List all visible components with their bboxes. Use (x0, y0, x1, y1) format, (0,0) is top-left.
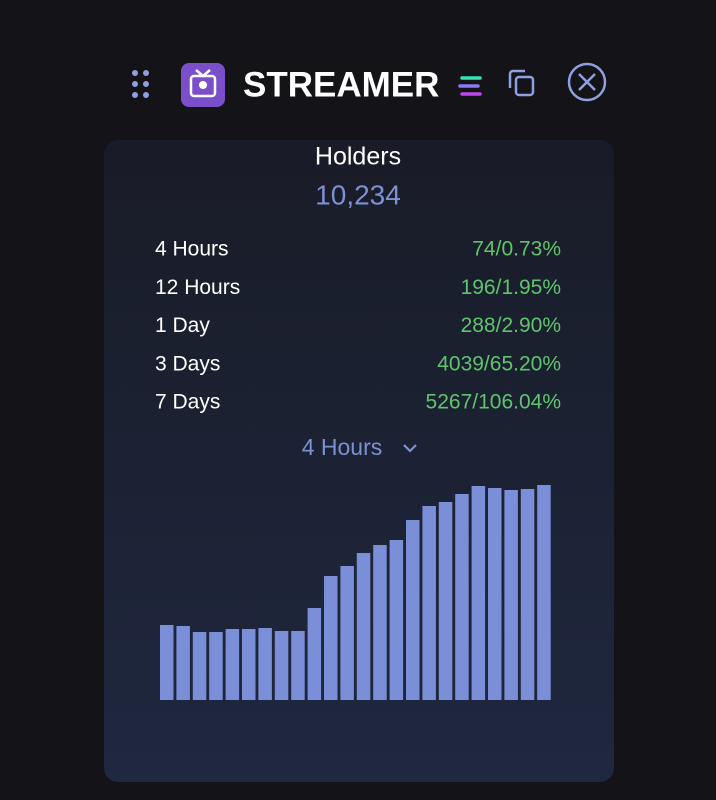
app-icon (181, 63, 225, 107)
chevron (403, 444, 417, 453)
bar (471, 486, 486, 700)
bar-chart (160, 485, 551, 700)
bar (242, 629, 256, 700)
bar (389, 540, 404, 700)
stat-value: 4039/65.20% (437, 352, 561, 375)
copy-button[interactable] (508, 69, 535, 97)
stat-label: 12 Hours (155, 276, 240, 299)
bar (192, 632, 207, 700)
stat-label: 4 Hours (155, 238, 229, 261)
bar (406, 520, 420, 700)
holders-value: 10,234 (315, 179, 401, 210)
bar (422, 506, 436, 700)
bar (373, 545, 387, 700)
bar (504, 490, 518, 700)
bar (455, 494, 469, 700)
bar (291, 631, 305, 700)
bar (176, 626, 190, 700)
bar (209, 632, 223, 700)
bar (356, 553, 371, 700)
stat-value: 288/2.90% (461, 314, 561, 337)
bar (324, 576, 338, 700)
bar (537, 485, 551, 700)
stat-label: 1 Day (155, 314, 210, 337)
holders-label: Holders (315, 143, 401, 171)
bar (160, 625, 174, 700)
chain-icon (458, 76, 482, 96)
bar (225, 629, 240, 700)
stat-value: 5267/106.04% (426, 391, 561, 414)
bar (258, 628, 272, 700)
stat-label: 3 Days (155, 352, 220, 375)
bar (274, 631, 289, 700)
close-button[interactable] (567, 62, 607, 102)
dropdown-label: 4 Hours (302, 434, 383, 460)
timeframe-dropdown[interactable]: 4 Hours (302, 434, 417, 460)
bar (488, 488, 502, 700)
stats: 4 Hours 74/0.73% 12 Hours 196/1.95% 1 Day 288… (155, 238, 561, 414)
bar (438, 502, 453, 700)
card (104, 140, 614, 782)
bar (340, 566, 354, 700)
stat-value: 196/1.95% (461, 276, 561, 299)
token-title: STREAMER (243, 65, 439, 104)
stat-label: 7 Days (155, 391, 220, 414)
bar (520, 489, 535, 700)
stat-value: 74/0.73% (472, 238, 561, 261)
bar (307, 608, 322, 700)
drag-handle[interactable] (132, 70, 149, 98)
